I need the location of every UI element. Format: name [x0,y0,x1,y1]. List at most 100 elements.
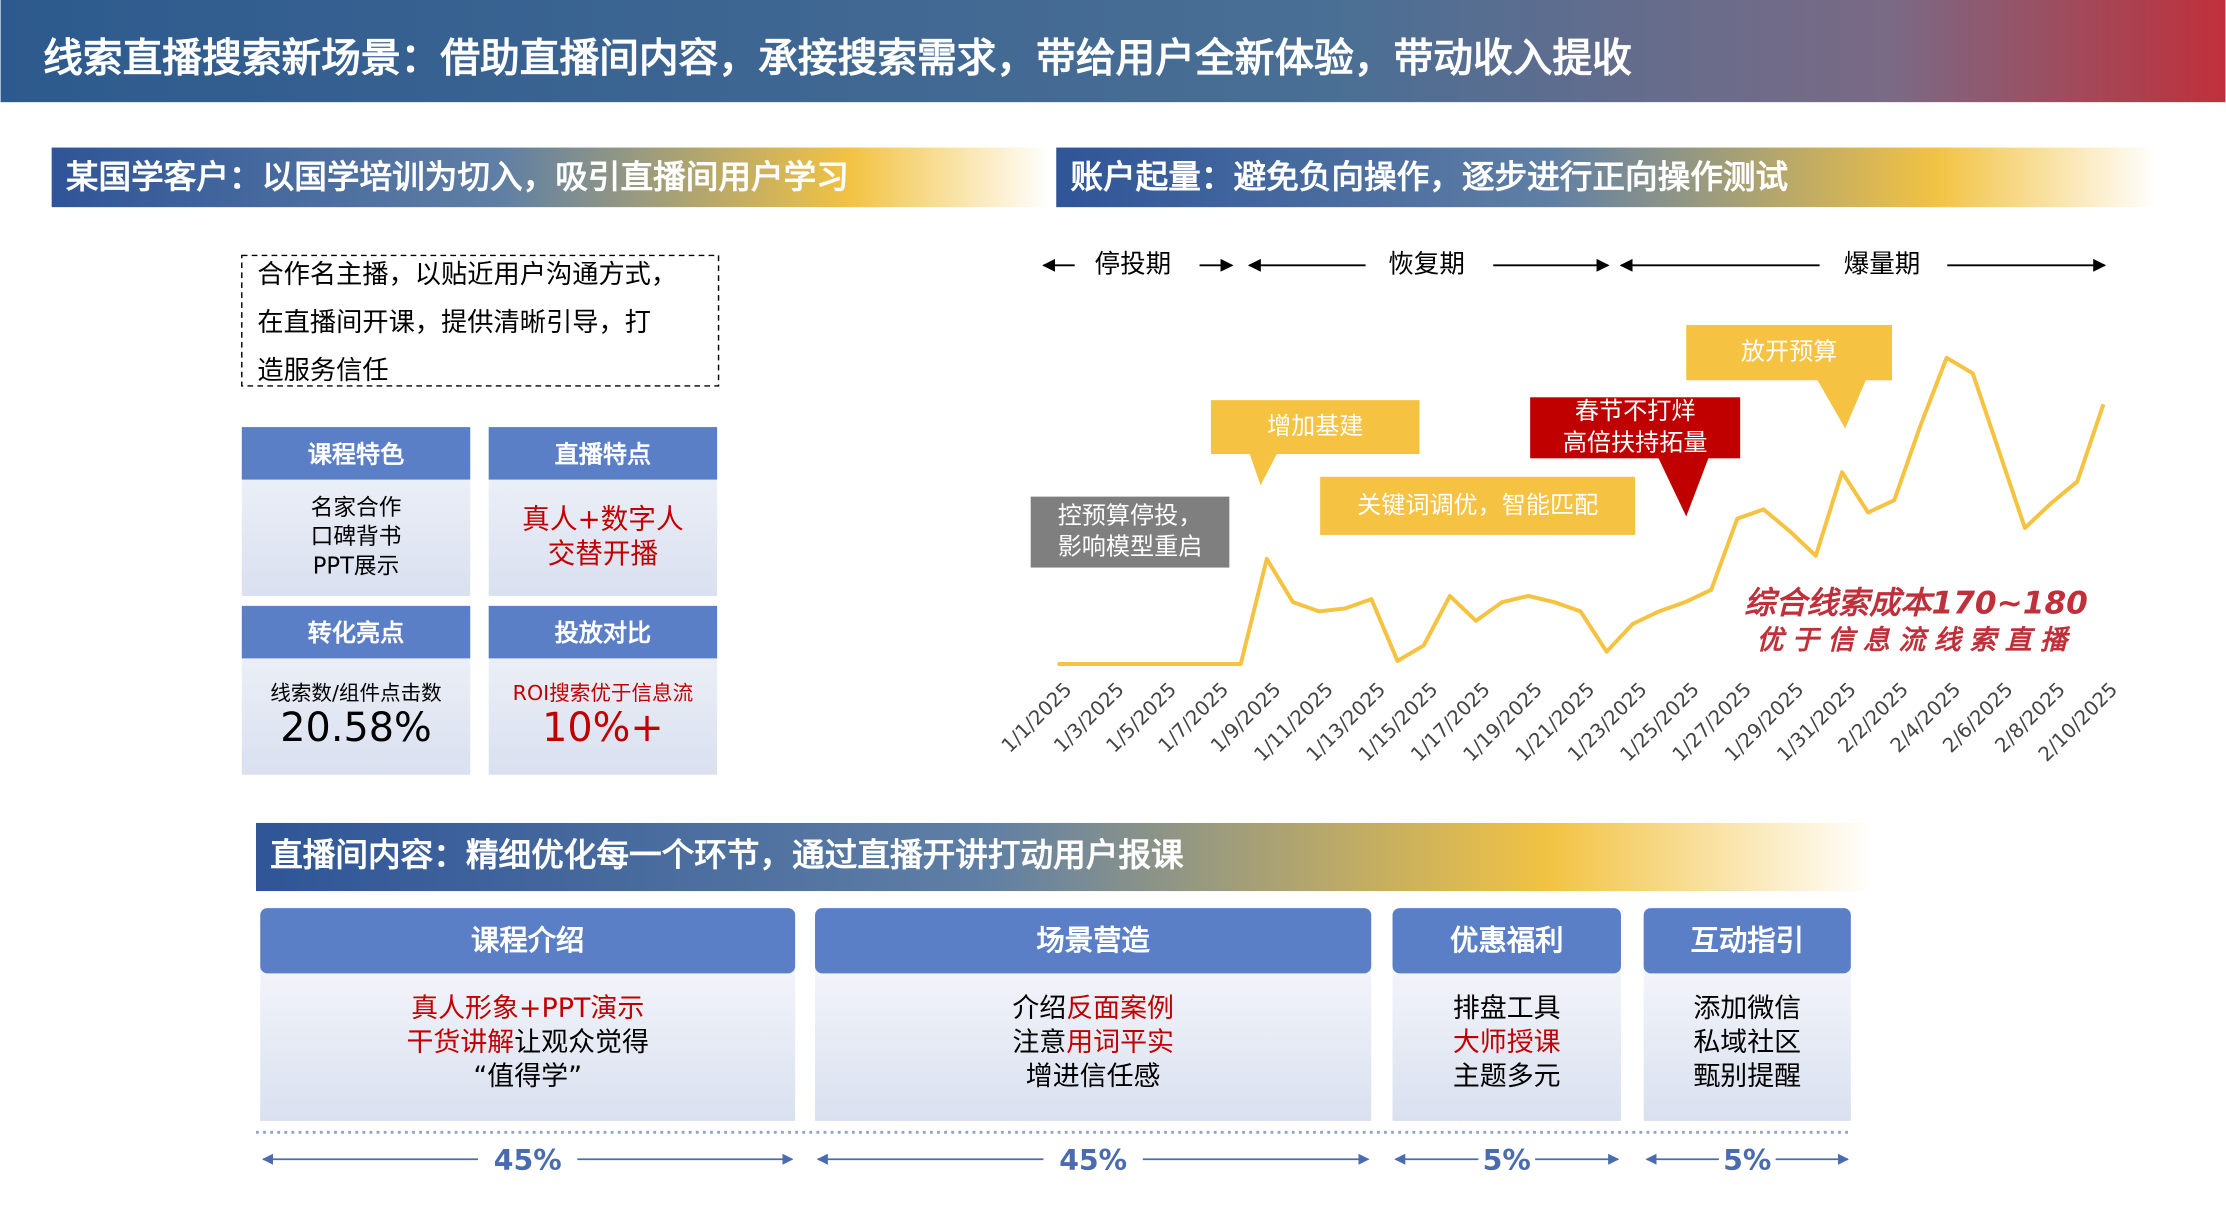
column-title: 课程介绍 [471,924,584,957]
share-label: 5% [1723,1144,1771,1177]
callout-box [1030,496,1230,568]
card-title: 转化亮点 [308,619,404,647]
text-segment: 反面案例 [1066,992,1174,1023]
section-title: 某国学客户：以国学培训为切入，吸引直播间用户学习 [66,158,849,196]
callout-text: 影响模型重启 [1058,533,1203,561]
note-line: 在直播间开课，提供清晰引导，打 [257,308,651,338]
card-line: 口碑背书 [311,524,402,550]
column-header [815,908,1372,974]
column-line: 真人形象+PPT演示 [411,992,644,1023]
share-label-bg [1043,1142,1143,1177]
phase-label: 停投期 [1095,249,1172,279]
text-segment: 介绍 [1012,992,1066,1023]
column-title: 场景营造 [1036,924,1150,957]
card-header [241,605,471,659]
section-bar [1056,147,2158,208]
card-header [488,605,718,659]
callout-box [1210,400,1420,455]
column-body [1392,964,1621,1121]
header-title: 线索直播搜索新场景：借助直播间内容，承接搜索需求，带给用户全新体验，带动收入提收 [43,36,1632,82]
data-line [1057,355,2106,667]
callout-pointer [1249,452,1278,486]
phase-label: 恢复期 [1388,249,1465,279]
section-title: 账户起量：避免负向操作，逐步进行正向操作测试 [1070,158,1788,196]
column-line: 注意用词平实 [1012,1026,1174,1057]
text-segment: 注意 [1012,1026,1066,1057]
text-segment: 用词平实 [1066,1026,1174,1057]
column-title: 互动指引 [1691,924,1804,957]
callout: 放开预算 [1686,324,1892,429]
column-header [1392,908,1621,974]
share-label-bg [1478,1142,1536,1177]
callout-text: 关键词调优，智能匹配 [1357,491,1598,519]
text-segment: 添加微信 [1693,992,1801,1023]
column-line: 添加微信 [1693,992,1801,1023]
note-line: 合作名主播，以贴近用户沟通方式， [257,260,677,290]
callout-box [1686,324,1892,381]
note-line: 造服务信任 [257,356,388,386]
callout-pointer [1816,378,1867,429]
annotation: 优于信息流线索直播 [1757,625,2076,656]
callout-text: 放开预算 [1741,338,1837,366]
text-segment: 真人形象+PPT演示 [411,992,644,1023]
card-title: 投放对比 [555,619,651,647]
card-header [488,427,718,480]
card-line: PPT展示 [313,553,400,579]
callout-text: 高倍扶持拓量 [1563,428,1708,456]
phase-label: 爆量期 [1844,249,1921,279]
card-header [241,427,471,480]
header-bar [0,0,2226,103]
text-segment: “值得学” [473,1060,582,1091]
callout-text: 增加基建 [1267,412,1363,440]
column-line: 介绍反面案例 [1012,992,1174,1023]
text-segment: 增进信任感 [1026,1060,1161,1091]
column-line: 大师授课 [1453,1026,1561,1057]
card-figure: 20.58% [280,705,431,751]
text-segment: 甄别提醒 [1693,1060,1801,1091]
column-line: 甄别提醒 [1693,1060,1801,1091]
column-line: 干货讲解让观众觉得 [406,1026,648,1057]
column-title: 优惠福利 [1450,924,1563,957]
section-title: 直播间内容：精细优化每一个环节，通过直播开讲打动用户报课 [270,836,1184,874]
section-bar [255,822,1874,892]
callout: 关键词调优，智能匹配 [1320,476,1636,535]
share-label: 45% [494,1144,562,1177]
text-segment: 让观众觉得 [514,1026,649,1057]
callout-text: 春节不打烊 [1575,397,1696,425]
share-label: 45% [1059,1144,1127,1177]
share-label-bg [478,1142,578,1177]
card-title: 课程特色 [308,440,404,468]
column-header [1643,908,1851,974]
column-body [815,964,1372,1121]
callout-pointer [1657,456,1709,517]
text-segment: 大师授课 [1453,1026,1561,1057]
column-body [1643,964,1851,1121]
column-line: 主题多元 [1453,1060,1561,1091]
card-caption: ROI搜索优于信息流 [513,681,693,705]
callout-box [1320,476,1636,535]
section-bar [51,147,1051,208]
text-segment: 主题多元 [1453,1060,1561,1091]
callout: 控预算停投， 影响模型重启 [1030,496,1230,568]
card-line: 真人+数字人 [522,503,683,536]
column-header [260,908,796,974]
note-box [241,254,720,387]
callout-text: 控预算停投， [1058,501,1203,529]
text-segment: 干货讲解 [406,1026,514,1057]
text-segment: 私域社区 [1693,1026,1801,1057]
annotation: 综合线索成本170~180 [1744,585,2088,621]
column-line: “值得学” [473,1060,582,1091]
card-line: 交替开播 [548,537,659,570]
column-line: 增进信任感 [1026,1060,1161,1091]
share-label: 5% [1483,1144,1531,1177]
callout-box [1530,397,1741,459]
column-line: 私域社区 [1693,1026,1801,1057]
card-line: 名家合作 [311,495,402,521]
column-line: 排盘工具 [1453,992,1561,1023]
share-label-bg [1718,1142,1776,1177]
column-body [260,964,796,1121]
card-title: 直播特点 [555,440,651,468]
